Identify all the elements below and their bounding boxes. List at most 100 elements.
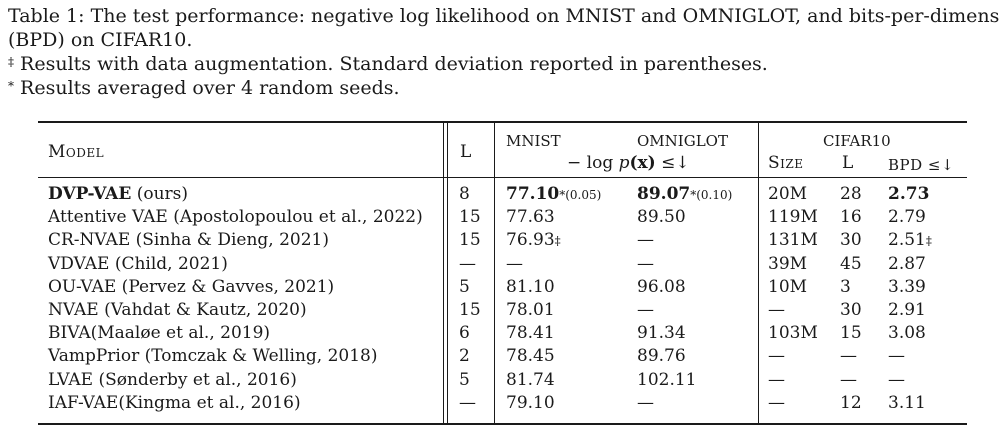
omniglot-value: 89.50 — [637, 207, 686, 228]
bpd-value: 2.79 — [888, 207, 926, 228]
cell-l: 5 — [459, 277, 470, 297]
mnist-value: — — [506, 253, 523, 274]
cell-bpd: 2.51‡ — [888, 230, 932, 250]
cifar-layers-value: 16 — [840, 207, 862, 228]
cell-size: — — [768, 393, 785, 413]
bpd-value: 2.51 — [888, 230, 926, 251]
cell-omniglot: 89.07*(0.10) — [637, 184, 732, 204]
omniglot-footnote-mark: * — [690, 188, 697, 202]
model-name: NVAE (Vahdat & Kautz, 2020) — [48, 300, 307, 320]
bpd-value: — — [888, 369, 905, 390]
footnote-seeds: * Results averaged over 4 random seeds. — [8, 76, 993, 100]
cell-mnist: 78.41 — [506, 323, 555, 343]
model-name: BIVA(Maaløe et al., 2019) — [48, 323, 271, 344]
cell-model: VampPrior (Tomczak & Welling, 2018) — [48, 346, 377, 366]
model-name: LVAE (Sønderby et al., 2016) — [48, 369, 297, 390]
footnote-augmentation: ‡ Results with data augmentation. Standa… — [8, 52, 993, 76]
top-rule — [38, 121, 967, 123]
bpd-value: — — [888, 346, 905, 367]
cell-bpd: 2.79 — [888, 207, 926, 227]
cell-model: CR-NVAE (Sinha & Dieng, 2021) — [48, 230, 329, 250]
header-l: L — [460, 142, 472, 162]
mnist-footnote-mark: * — [559, 188, 566, 202]
omniglot-std-dev: (0.10) — [696, 188, 733, 202]
cifar-layers-value: — — [840, 369, 857, 390]
layers-value: 6 — [459, 323, 470, 344]
layers-value: 15 — [459, 207, 481, 228]
mnist-value: 78.01 — [506, 300, 555, 320]
cell-model: BIVA(Maaløe et al., 2019) — [48, 323, 270, 343]
cifar-layers-value: 15 — [840, 323, 862, 344]
cell-cifar-l: — — [840, 370, 857, 390]
omniglot-value: 96.08 — [637, 276, 686, 297]
header-rule — [38, 177, 967, 178]
header-omniglot: OMNIGLOT — [637, 132, 728, 150]
cell-cifar-l: 28 — [840, 184, 862, 204]
cell-bpd: — — [888, 370, 905, 390]
cell-cifar-l: 45 — [840, 254, 862, 274]
size-value: 10M — [768, 276, 808, 297]
layers-value: 8 — [459, 184, 470, 204]
caption-line-1: Table 1: The test performance: negative … — [8, 5, 1000, 27]
mnist-std-dev: (0.05) — [565, 188, 602, 202]
layers-value: 15 — [459, 230, 481, 251]
cell-cifar-l: 3 — [840, 277, 851, 297]
cifar-layers-value: — — [840, 346, 857, 367]
bpd-value: 3.11 — [888, 392, 926, 413]
cell-size: — — [768, 370, 785, 390]
cell-mnist: — — [506, 254, 523, 274]
bpd-footnote-mark: ‡ — [925, 234, 932, 249]
header-bpd: BPD ≤↓ — [888, 156, 955, 174]
cell-cifar-l: 30 — [840, 230, 862, 250]
cell-l: 2 — [459, 346, 470, 366]
double-rule-left — [443, 122, 444, 424]
cell-cifar-l: 30 — [840, 300, 862, 320]
cell-mnist: 81.10 — [506, 277, 555, 297]
cell-omniglot: 91.34 — [637, 323, 686, 343]
cell-l: 15 — [459, 207, 481, 227]
omniglot-value: 102.11 — [637, 369, 697, 390]
cell-l: 15 — [459, 230, 481, 250]
cell-bpd: 3.39 — [888, 277, 926, 297]
cell-bpd: 2.87 — [888, 254, 926, 274]
cell-cifar-l: — — [840, 346, 857, 366]
omniglot-value: — — [637, 392, 654, 413]
cell-l: 6 — [459, 323, 470, 343]
size-value: 103M — [768, 323, 818, 344]
size-value: 39M — [768, 253, 808, 274]
mnist-value: 78.45 — [506, 346, 555, 367]
cell-model: OU-VAE (Pervez & Gavves, 2021) — [48, 277, 334, 297]
model-name: VDVAE (Child, 2021) — [48, 253, 228, 274]
model-name-extra: (ours) — [131, 184, 189, 204]
cifar-layers-value: 30 — [840, 230, 862, 251]
cell-cifar-l: 16 — [840, 207, 862, 227]
cell-size: — — [768, 346, 785, 366]
cell-size: 103M — [768, 323, 818, 343]
mnist-value: 77.10 — [506, 184, 560, 204]
model-name: Attentive VAE (Apostolopoulou et al., 20… — [48, 207, 423, 228]
cell-omniglot: — — [637, 254, 654, 274]
cell-mnist: 79.10 — [506, 393, 555, 413]
cell-bpd: — — [888, 346, 905, 366]
bpd-value: 2.87 — [888, 253, 926, 274]
layers-value: — — [459, 392, 476, 413]
cell-size: 10M — [768, 277, 807, 297]
cell-omniglot: — — [637, 230, 654, 250]
cell-mnist: 78.01 — [506, 300, 555, 320]
layers-value: 5 — [459, 276, 470, 297]
cell-l: 15 — [459, 300, 481, 320]
omniglot-value: — — [637, 300, 654, 320]
omniglot-value: 91.34 — [637, 323, 686, 344]
table-caption: Table 1: The test performance: negative … — [8, 4, 1000, 100]
omniglot-value: 89.76 — [637, 346, 686, 367]
cifar-layers-value: 30 — [840, 300, 862, 320]
cell-omniglot: 102.11 — [637, 370, 696, 390]
mnist-value: 76.93 — [506, 230, 555, 251]
size-value: 20M — [768, 184, 808, 204]
bpd-value: 3.39 — [888, 276, 926, 297]
cell-l: 8 — [459, 184, 470, 204]
bpd-value: 2.73 — [888, 184, 930, 204]
cell-model: LVAE (Sønderby et al., 2016) — [48, 370, 297, 390]
size-value: 131M — [768, 230, 818, 251]
cell-l: — — [459, 254, 476, 274]
